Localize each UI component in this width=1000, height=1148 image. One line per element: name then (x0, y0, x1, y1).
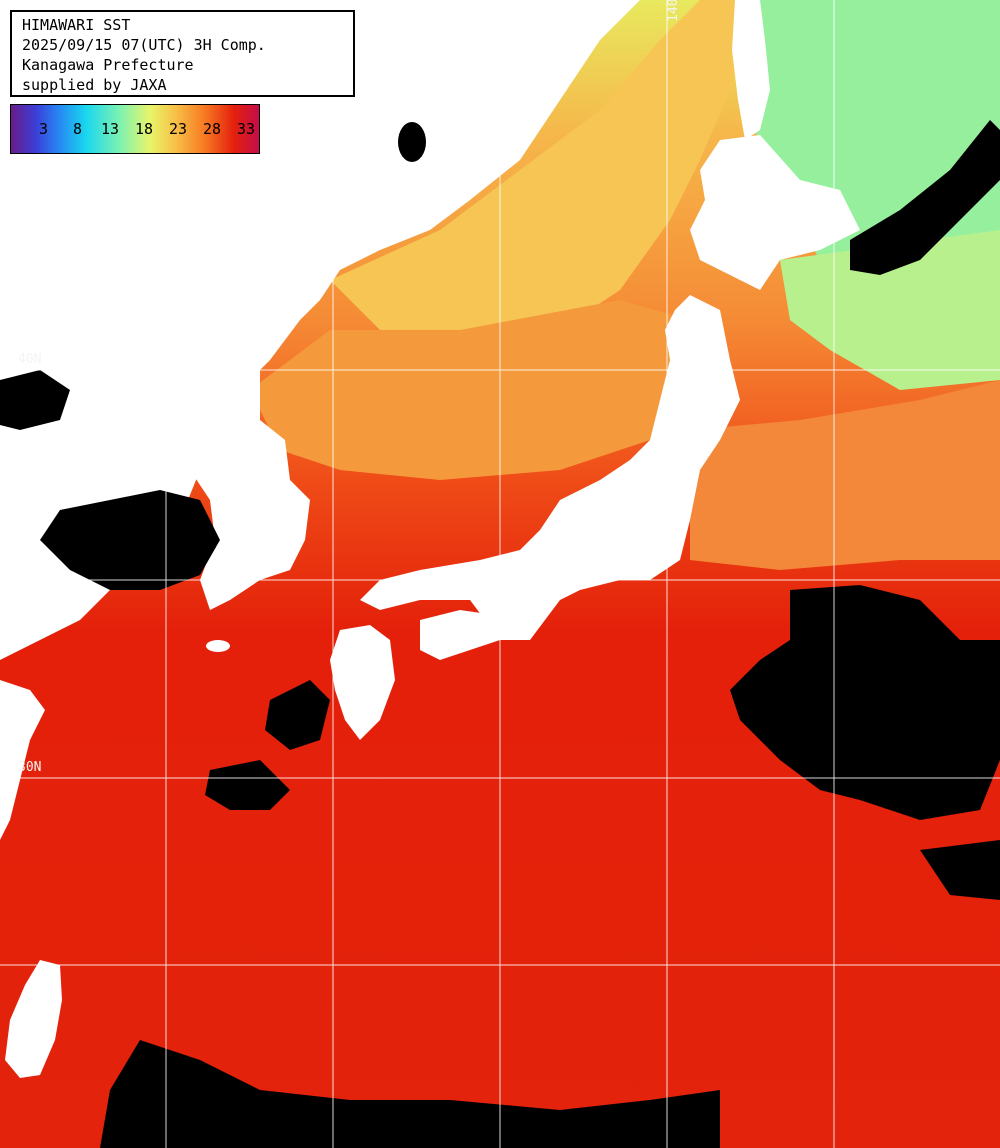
cloud-east (730, 585, 1000, 820)
longitude-label-140e: 140E (666, 0, 681, 22)
map-credit: supplied by JAXA (22, 76, 167, 94)
korean-peninsula (170, 370, 310, 610)
temperature-legend: 3 8 13 18 23 28 33 (10, 104, 260, 154)
cloud-kyushu-south (265, 680, 330, 750)
legend-tick: 8 (73, 120, 83, 138)
warm-band-north (330, 0, 750, 340)
cloud-small-islet (398, 122, 426, 162)
cold-current-east (780, 230, 1000, 390)
cloud-east-china-sea (205, 760, 290, 810)
china-coast-south (0, 680, 45, 840)
latitude-label-40n: 40N (18, 352, 42, 367)
kyushu-island (330, 625, 395, 740)
cloud-south (100, 1040, 720, 1148)
info-panel: HIMAWARI SST 2025/09/15 07(UTC) 3H Comp.… (10, 10, 355, 97)
map-datetime: 2025/09/15 07(UTC) 3H Comp. (22, 36, 266, 54)
latitude-label-30n: 30N (18, 760, 42, 775)
warm-band-east (690, 380, 1000, 570)
honshu-island (360, 295, 740, 640)
legend-tick: 33 (237, 120, 256, 138)
legend-tick: 18 (135, 120, 154, 138)
jeju-island (206, 640, 230, 652)
cloud-yellow-sea (40, 490, 220, 590)
hokkaido-island (690, 135, 860, 290)
cloud-southeast (920, 840, 1000, 900)
cloud-northwest (0, 370, 70, 430)
legend-tick: 28 (203, 120, 222, 138)
legend-tick: 23 (169, 120, 188, 138)
map-title: HIMAWARI SST (22, 16, 131, 34)
warm-band-mid (250, 300, 700, 480)
taiwan-island (5, 960, 62, 1078)
shikoku-island (420, 610, 500, 660)
legend-tick: 3 (39, 120, 49, 138)
legend-tick: 13 (101, 120, 120, 138)
cloud-okhotsk (850, 120, 1000, 275)
sakhalin-island (732, 0, 770, 140)
map-region: Kanagawa Prefecture (22, 56, 194, 74)
legend-ticks: 3 8 13 18 23 28 33 (11, 120, 259, 140)
